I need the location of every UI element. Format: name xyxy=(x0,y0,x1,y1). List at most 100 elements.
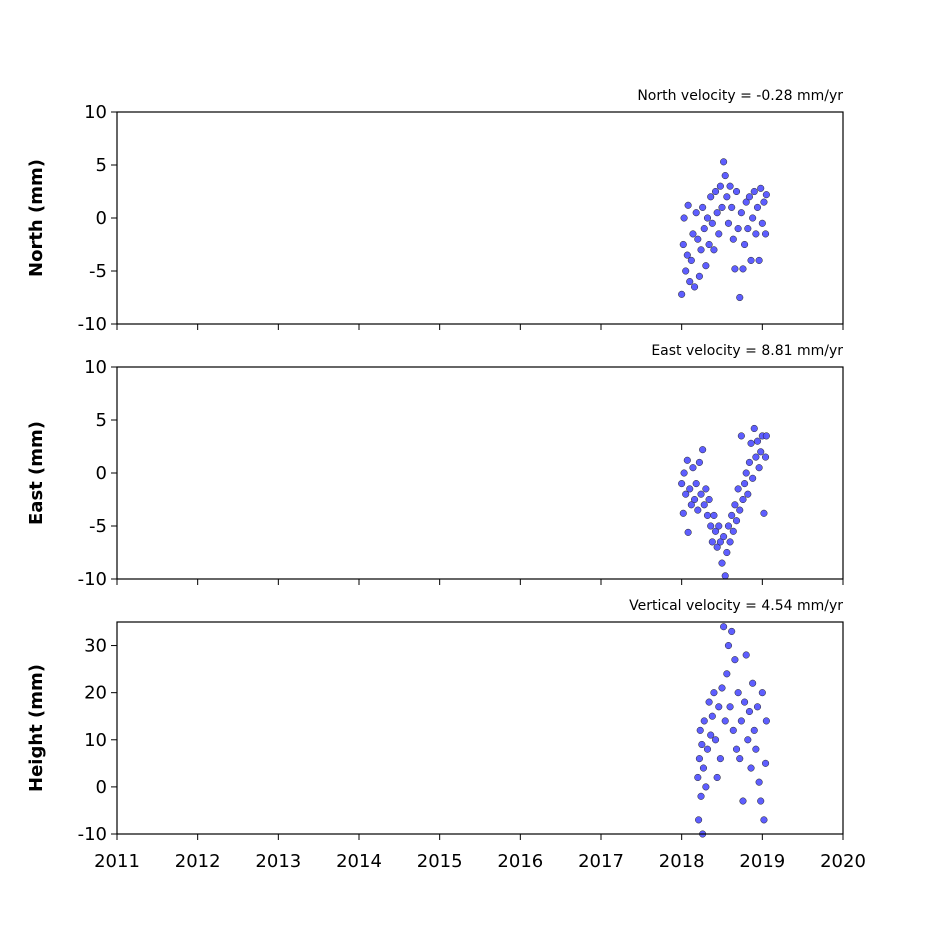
x-tick-label: 2012 xyxy=(175,851,221,872)
data-point xyxy=(741,480,749,488)
data-point xyxy=(728,627,736,635)
data-point xyxy=(739,797,747,805)
data-point xyxy=(711,736,720,744)
data-point xyxy=(708,219,716,227)
panel-title: Vertical velocity = 4.54 mm/yr xyxy=(629,598,843,614)
data-point xyxy=(702,485,710,493)
data-point xyxy=(741,240,749,249)
data-point xyxy=(710,511,718,519)
data-point xyxy=(744,225,752,233)
data-point xyxy=(702,262,710,270)
data-point xyxy=(697,792,705,800)
data-point xyxy=(703,511,712,519)
data-point xyxy=(760,198,768,206)
y-tick-label: 10 xyxy=(84,102,107,123)
y-tick-label: 30 xyxy=(84,636,107,657)
x-tick-label: 2014 xyxy=(336,851,382,872)
data-point xyxy=(682,267,690,275)
data-point xyxy=(713,543,721,551)
data-point xyxy=(753,703,762,711)
y-tick-label: -10 xyxy=(78,569,107,590)
data-point xyxy=(715,703,723,711)
data-point xyxy=(747,764,755,772)
x-tick-label: 2018 xyxy=(659,851,705,872)
data-point xyxy=(707,731,715,739)
data-point xyxy=(732,745,741,753)
data-point xyxy=(762,759,770,767)
data-point xyxy=(692,480,700,488)
y-tick-label: 10 xyxy=(84,730,107,751)
data-point xyxy=(750,424,758,433)
data-point xyxy=(742,651,750,659)
data-point xyxy=(749,679,757,687)
data-point xyxy=(726,182,734,190)
data-point xyxy=(745,458,753,466)
data-point xyxy=(691,495,699,504)
data-point xyxy=(691,283,699,291)
data-point xyxy=(728,511,736,519)
data-point xyxy=(716,538,724,546)
data-point xyxy=(757,797,765,805)
data-point xyxy=(679,509,687,517)
y-tick-label: 0 xyxy=(96,208,107,229)
y-tick-label: -10 xyxy=(78,314,107,335)
data-point xyxy=(689,230,697,238)
data-point xyxy=(713,773,721,782)
x-tick-label: 2019 xyxy=(739,851,785,872)
data-point xyxy=(726,538,734,546)
data-point xyxy=(757,448,765,456)
data-point xyxy=(737,209,745,217)
data-point xyxy=(723,193,731,201)
data-point xyxy=(718,684,726,692)
panel: East velocity = 8.81 mm/yr East (mm) -10 -5… xyxy=(26,343,844,590)
data-point xyxy=(716,755,724,763)
data-point xyxy=(745,707,753,716)
x-tick-label: 2020 xyxy=(820,851,866,872)
data-point xyxy=(683,456,691,464)
y-axis-label: North (mm) xyxy=(26,159,47,277)
data-point xyxy=(755,256,763,264)
data-point xyxy=(700,501,708,509)
data-point xyxy=(695,755,703,763)
data-point xyxy=(747,256,755,264)
data-point xyxy=(705,698,713,706)
data-point xyxy=(721,717,729,725)
y-axis-label: Height (mm) xyxy=(26,664,47,792)
data-point xyxy=(695,272,703,280)
data-point xyxy=(758,219,766,227)
data-point xyxy=(747,439,755,447)
data-point xyxy=(689,464,697,472)
data-point xyxy=(749,214,757,222)
y-tick-label: 20 xyxy=(84,683,107,704)
data-point xyxy=(699,446,707,454)
data-point xyxy=(697,246,705,254)
data-point xyxy=(749,474,757,482)
data-point xyxy=(686,278,694,286)
data-point xyxy=(695,458,703,466)
data-point xyxy=(760,816,768,824)
data-point xyxy=(755,778,763,786)
data-point xyxy=(736,293,744,302)
data-point xyxy=(741,698,749,706)
data-point xyxy=(684,528,692,536)
data-point xyxy=(707,522,715,530)
data-point xyxy=(715,522,723,530)
data-point xyxy=(731,656,739,664)
data-point xyxy=(760,509,768,517)
panel: North velocity = -0.28 mm/yr North (mm) -1… xyxy=(26,88,844,335)
data-point xyxy=(755,464,763,472)
data-point xyxy=(753,203,762,211)
data-point xyxy=(720,533,728,541)
data-point xyxy=(703,745,712,753)
panel-title: East velocity = 8.81 mm/yr xyxy=(651,343,843,359)
data-point xyxy=(734,485,742,493)
data-point xyxy=(762,191,770,199)
x-tick-label: 2017 xyxy=(578,851,624,872)
data-point xyxy=(729,235,737,243)
data-point xyxy=(710,689,718,697)
data-point xyxy=(711,187,720,196)
data-point xyxy=(720,623,728,631)
data-point xyxy=(750,187,758,196)
data-point xyxy=(736,506,744,514)
data-point xyxy=(745,193,753,201)
